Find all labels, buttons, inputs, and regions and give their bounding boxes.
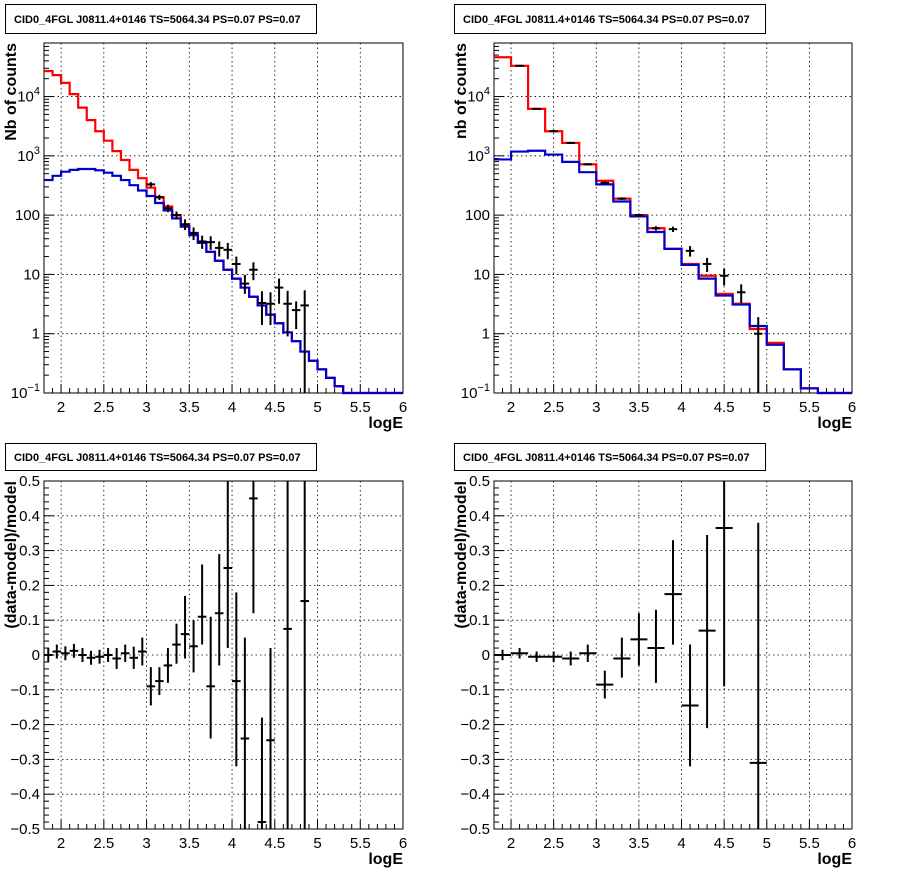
y-tick-label: 10: [473, 266, 490, 283]
histogram-line: [494, 149, 852, 395]
y-tick-label: −0.5: [460, 821, 490, 838]
y-tick-label: −0.1: [10, 682, 40, 699]
y-tick-label: 0.2: [19, 577, 40, 594]
y-tick-label: 104: [467, 86, 490, 106]
panel-counts-left: 2 2.5 3 3.5 4 4.5 5 5.5 6 10−1 1 10 100 103 104 logE Nb …: [3, 42, 407, 432]
x-tick-label: 4: [677, 399, 685, 416]
x-tick-label: 2.5: [93, 399, 114, 416]
y-tick-label: 0.3: [469, 543, 490, 560]
x-tick-label: 2.5: [543, 835, 564, 852]
y-axis-title: (data-model)/model: [453, 481, 470, 629]
x-tick-label: 5: [313, 399, 321, 416]
y-tick-label: 100: [15, 207, 40, 224]
histogram-line: [44, 167, 403, 395]
x-tick-label: 3: [592, 399, 600, 416]
x-axis-title: logE: [368, 851, 403, 868]
x-tick-label: 2.5: [543, 399, 564, 416]
y-tick-label: 0.4: [469, 508, 490, 525]
x-tick-label: 2: [507, 835, 515, 852]
plot-frame: [493, 480, 853, 830]
y-tick-label: 0.5: [469, 473, 490, 490]
x-tick-label: 5: [313, 835, 321, 852]
y-axis-title: (data-model)/model: [3, 481, 20, 629]
x-tick-label: 5.5: [799, 835, 820, 852]
y-tick-label: 0.3: [19, 543, 40, 560]
pad-title: CID0_4FGL J0811.4+0146 TS=5064.34 PS=0.0…: [454, 4, 766, 34]
y-tick-label: 100: [465, 207, 490, 224]
y-tick-label: 10: [23, 266, 40, 283]
y-tick-label: −0.3: [10, 751, 40, 768]
y-tick-label: −0.1: [460, 682, 490, 699]
y-tick-label: 0.1: [469, 612, 490, 629]
x-tick-label: 5.5: [350, 835, 371, 852]
plot-frame: [43, 480, 404, 830]
y-axis-title: Nb of counts: [3, 43, 20, 141]
panel-residuals-left: 2 2.5 3 3.5 4 4.5 5 5.5 6 −0.5 −0.4 −0.3 −0.2 −0.1 0 0.…: [3, 473, 407, 868]
y-tick-label: 0.5: [19, 473, 40, 490]
x-tick-label: 5.5: [799, 399, 820, 416]
panel-counts-right: 2 2.5 3 3.5 4 4.5 5 5.5 6 10−1 1 10 100 103 104 logE nb …: [453, 42, 856, 432]
y-tick-label: 0: [482, 647, 490, 664]
x-tick-label: 4.5: [714, 835, 735, 852]
x-tick-label: 5.5: [350, 399, 371, 416]
x-tick-label: 4: [228, 835, 236, 852]
y-axis-title: nb of counts: [453, 43, 470, 139]
y-tick-label: 1: [32, 326, 40, 343]
x-tick-label: 5: [763, 399, 771, 416]
pad-title: CID0_4FGL J0811.4+0146 TS=5064.34 PS=0.0…: [5, 4, 317, 34]
x-tick-label: 2: [57, 835, 65, 852]
y-tick-label: 0: [32, 647, 40, 664]
y-tick-label: −0.3: [460, 751, 490, 768]
x-axis-title: logE: [368, 415, 403, 432]
y-tick-label: −0.5: [10, 821, 40, 838]
x-tick-label: 4.5: [264, 399, 285, 416]
x-tick-label: 6: [848, 399, 856, 416]
x-tick-label: 4.5: [264, 835, 285, 852]
y-tick-label: 10−1: [11, 382, 40, 402]
x-axis-title: logE: [817, 415, 852, 432]
x-tick-label: 3.5: [179, 399, 200, 416]
pad-title: CID0_4FGL J0811.4+0146 TS=5064.34 PS=0.0…: [454, 443, 766, 471]
y-tick-label: −0.4: [460, 786, 490, 803]
x-tick-label: 3.5: [628, 835, 649, 852]
pad-title: CID0_4FGL J0811.4+0146 TS=5064.34 PS=0.0…: [5, 443, 317, 471]
x-tick-label: 4: [228, 399, 236, 416]
x-axis-title: logE: [817, 851, 852, 868]
plot-frame: [493, 42, 853, 394]
x-tick-label: 3.5: [628, 399, 649, 416]
x-tick-label: 2: [507, 399, 515, 416]
y-tick-label: 1: [482, 326, 490, 343]
x-tick-label: 3.5: [179, 835, 200, 852]
y-tick-label: 104: [17, 86, 40, 106]
x-tick-label: 5: [763, 835, 771, 852]
y-tick-label: 0.1: [19, 612, 40, 629]
x-tick-label: 2.5: [93, 835, 114, 852]
x-tick-label: 4: [677, 835, 685, 852]
y-tick-label: 103: [467, 145, 490, 165]
x-tick-label: 3: [592, 835, 600, 852]
x-tick-label: 6: [399, 835, 407, 852]
x-tick-label: 2: [57, 399, 65, 416]
plot-frame: [43, 42, 404, 394]
y-tick-label: 0.4: [19, 508, 40, 525]
y-tick-label: −0.2: [460, 717, 490, 734]
y-tick-label: −0.4: [10, 786, 40, 803]
x-tick-label: 4.5: [714, 399, 735, 416]
x-tick-label: 6: [399, 399, 407, 416]
y-tick-label: 0.2: [469, 577, 490, 594]
x-tick-label: 6: [848, 835, 856, 852]
y-tick-label: 103: [17, 145, 40, 165]
x-tick-label: 3: [142, 399, 150, 416]
x-tick-label: 3: [142, 835, 150, 852]
y-tick-label: 10−1: [461, 382, 490, 402]
y-tick-label: −0.2: [10, 717, 40, 734]
panel-residuals-right: 2 2.5 3 3.5 4 4.5 5 5.5 6 −0.5 −0.4 −0.3 −0.2 −0.1 0 0.…: [453, 473, 856, 868]
